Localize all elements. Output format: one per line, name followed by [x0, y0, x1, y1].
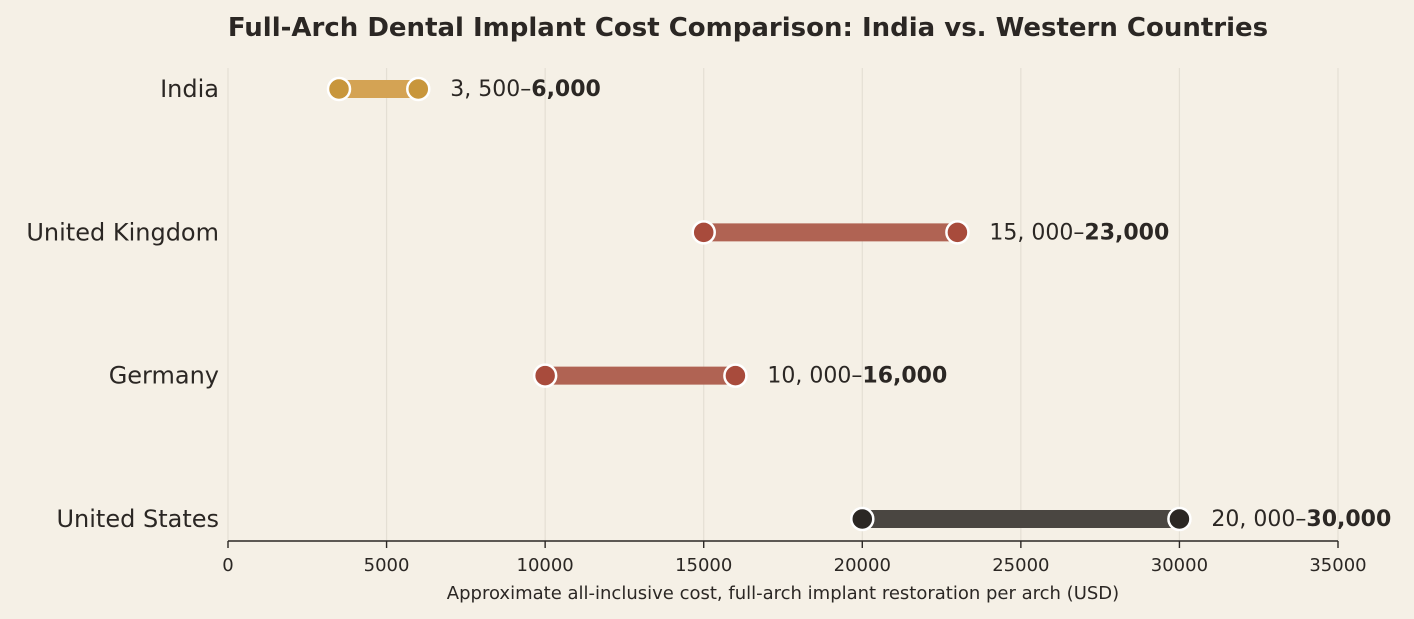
- x-tick-label: 10000: [517, 555, 574, 576]
- category-labels: India United Kingdom Germany United States: [26, 75, 219, 533]
- high-value-text: 6,000: [531, 77, 601, 102]
- high-dot: [723, 363, 748, 388]
- range-value-label: 3, 500–6,000: [450, 77, 601, 102]
- x-axis: 0 5000 10000 15000 20000 25000 30000 35000: [222, 540, 1367, 576]
- category-label: India: [160, 75, 219, 103]
- x-tick-label: 35000: [1309, 555, 1366, 576]
- category-label: United States: [56, 505, 219, 533]
- low-dot: [326, 76, 352, 102]
- high-dot: [406, 76, 431, 102]
- low-dot: [691, 220, 716, 245]
- x-tick-label: 30000: [1151, 555, 1208, 576]
- low-dot: [850, 506, 875, 532]
- chart-title: Full-Arch Dental Implant Cost Comparison…: [228, 13, 1268, 43]
- range-bars: 3, 500–6,000 15, 000–23,000 10, 000–16,000…: [326, 76, 1391, 532]
- grid-lines: [227, 68, 1339, 541]
- x-axis-label: Approximate all-inclusive cost, full-arc…: [447, 583, 1119, 604]
- high-value-text: 30,000: [1306, 507, 1391, 532]
- high-dot: [945, 220, 970, 245]
- low-value-text: 3, 500–: [450, 77, 531, 102]
- range-value-label: 20, 000–30,000: [1211, 507, 1391, 532]
- range-value-label: 10, 000–16,000: [767, 364, 947, 389]
- low-value-text: 20, 000–: [1211, 507, 1306, 532]
- x-tick-label: 5000: [364, 555, 410, 576]
- high-value-text: 16,000: [862, 364, 947, 389]
- low-value-text: 10, 000–: [767, 364, 862, 389]
- x-tick-label: 25000: [992, 555, 1049, 576]
- high-dot: [1167, 506, 1192, 532]
- x-tick-label: 20000: [834, 555, 891, 576]
- x-tick-label: 0: [222, 555, 233, 576]
- category-label: United Kingdom: [26, 218, 219, 246]
- category-label: Germany: [109, 362, 219, 390]
- range-value-label: 15, 000–23,000: [989, 220, 1169, 245]
- high-value-text: 23,000: [1084, 220, 1169, 245]
- low-value-text: 15, 000–: [989, 220, 1084, 245]
- low-dot: [532, 363, 558, 388]
- x-tick-label: 15000: [675, 555, 732, 576]
